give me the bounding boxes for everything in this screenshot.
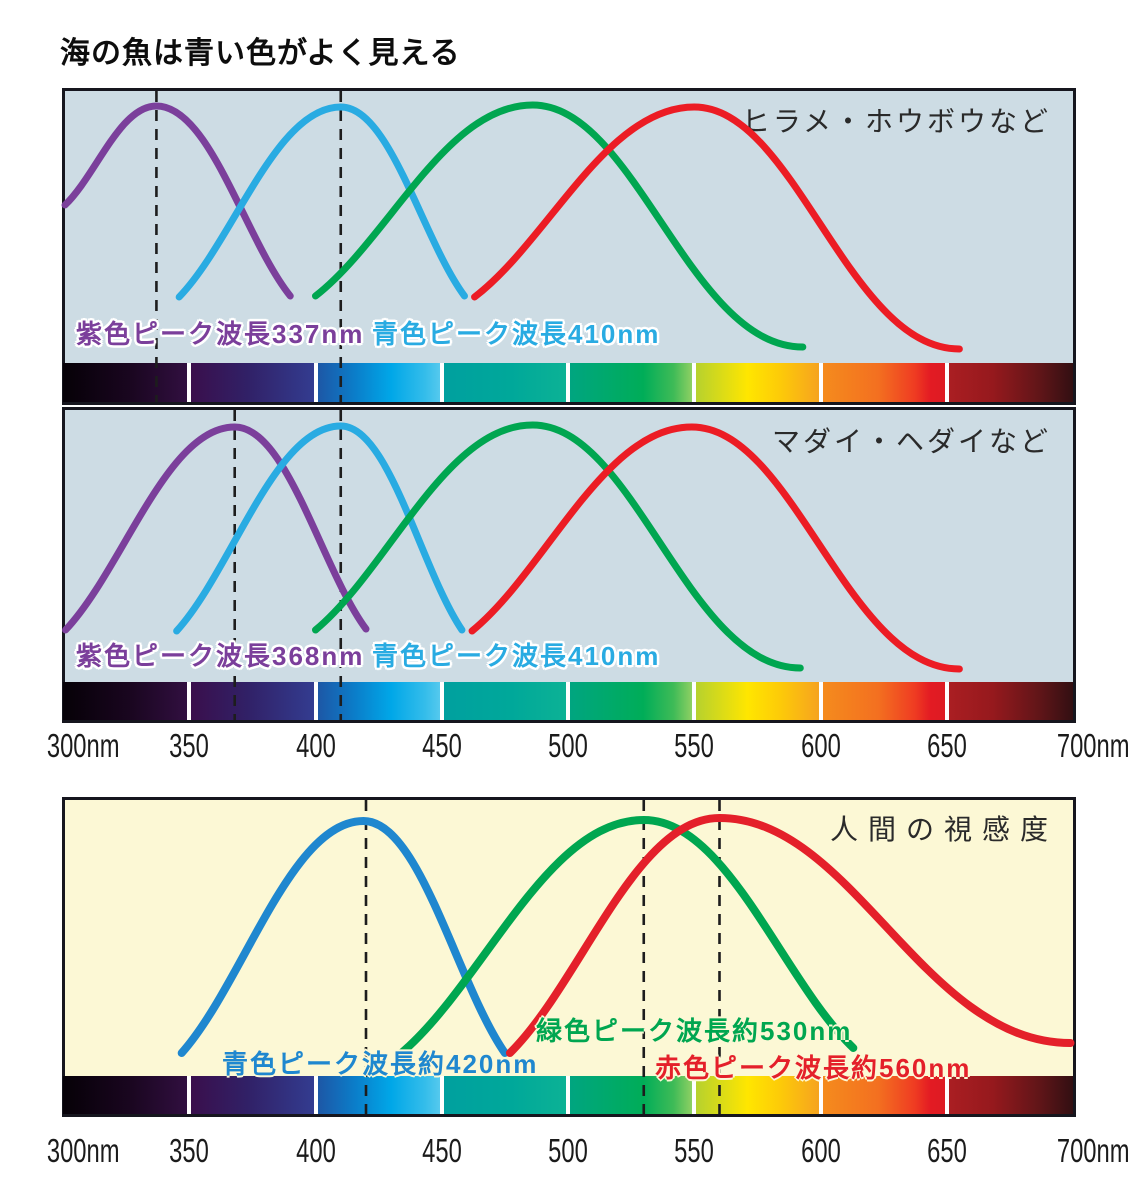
- axis-tick-500nm: 500: [540, 1132, 595, 1170]
- spectrum-segment-500-550: [570, 1076, 693, 1114]
- axis-tick-700nm: 700nm: [1043, 1132, 1136, 1170]
- spectrum-bar-3: [63, 1076, 1073, 1114]
- spectrum-segment-500-550: [570, 682, 693, 720]
- axis-tick-label: 650: [926, 727, 967, 764]
- spectrum-segment-600-650: [822, 363, 945, 402]
- axis-tick-label: 400: [295, 727, 336, 764]
- axis-tick-700nm: 700nm: [1043, 727, 1136, 765]
- axis-tick-label: 700nm: [1056, 727, 1130, 764]
- axis-tick-label: 500: [548, 1132, 588, 1169]
- spectrum-segment-400-450: [317, 1076, 440, 1114]
- spectrum-segment-350-400: [191, 682, 314, 720]
- spectrum-segment-550-600: [696, 363, 819, 402]
- axis-tick-label: 350: [169, 1132, 210, 1169]
- spectrum-segment-650-700: [948, 682, 1073, 720]
- axis-tick-300nm: 300nm: [33, 727, 134, 765]
- spectrum-segment-300-350: [63, 1076, 188, 1114]
- spectrum-segment-400-450: [317, 363, 440, 402]
- spectrum-segment-550-600: [696, 1076, 819, 1114]
- spectrum-bar-1: [63, 363, 1073, 402]
- spectrum-segment-600-650: [822, 1076, 945, 1114]
- axis-tick-label: 650: [926, 1132, 967, 1169]
- spectrum-segment-500-550: [570, 363, 693, 402]
- axis-tick-label: 600: [800, 727, 841, 764]
- axis-tick-400nm: 400: [288, 727, 343, 765]
- panel-fish-madai: マダイ・ヘダイなど: [62, 407, 1076, 723]
- spectrum-segment-600-650: [822, 682, 945, 720]
- axis-tick-350nm: 350: [162, 727, 217, 765]
- axis-tick-label: 550: [674, 727, 715, 764]
- spectrum-segment-300-350: [63, 363, 188, 402]
- axis-tick-650nm: 650: [919, 1132, 974, 1170]
- axis-tick-label: 300nm: [46, 727, 120, 764]
- axis-tick-label: 300nm: [46, 1132, 120, 1169]
- page-title: 海の魚は青い色がよく見える: [60, 37, 461, 70]
- axis-tick-350nm: 350: [162, 1132, 217, 1170]
- axis-tick-400nm: 400: [288, 1132, 343, 1170]
- spectrum-segment-400-450: [317, 682, 440, 720]
- axis-tick-550nm: 550: [667, 1132, 722, 1170]
- spectrum-segment-350-400: [191, 363, 314, 402]
- spectrum-segment-350-400: [191, 1076, 314, 1114]
- axis-tick-label: 550: [674, 1132, 715, 1169]
- spectrum-bar-2: [63, 682, 1073, 720]
- axis-tick-label: 700nm: [1056, 1132, 1130, 1169]
- axis-tick-600nm: 600: [793, 727, 848, 765]
- axis-tick-label: 450: [421, 1132, 462, 1169]
- axis-tick-500nm: 500: [540, 727, 595, 765]
- axis-tick-450nm: 450: [414, 727, 469, 765]
- spectrum-segment-550-600: [696, 682, 819, 720]
- wavelength-axis-middle: 300nm 350 400 450 500 550 600 650 700nm: [0, 727, 1136, 765]
- axis-tick-label: 400: [295, 1132, 336, 1169]
- axis-tick-label: 600: [800, 1132, 841, 1169]
- panel-fish-hirame: ヒラメ・ホウボウなど: [62, 88, 1076, 405]
- axis-tick-450nm: 450: [414, 1132, 469, 1170]
- axis-tick-600nm: 600: [793, 1132, 848, 1170]
- axis-tick-550nm: 550: [667, 727, 722, 765]
- panel-fish-hirame-title: ヒラメ・ホウボウなど: [741, 106, 1051, 137]
- wavelength-axis-bottom: 300nm 350 400 450 500 550 600 650 700nm: [0, 1132, 1136, 1170]
- axis-tick-300nm: 300nm: [33, 1132, 134, 1170]
- spectrum-segment-450-500: [443, 363, 566, 402]
- spectrum-segment-450-500: [443, 1076, 566, 1114]
- axis-tick-label: 500: [548, 727, 588, 764]
- spectrum-segment-650-700: [948, 1076, 1073, 1114]
- spectrum-segment-300-350: [63, 682, 188, 720]
- axis-tick-label: 350: [169, 727, 210, 764]
- spectrum-segment-650-700: [948, 363, 1073, 402]
- panel-fish-madai-title: マダイ・ヘダイなど: [771, 426, 1051, 457]
- panel-human: 人間の視感度: [62, 797, 1076, 1117]
- axis-tick-label: 450: [421, 727, 462, 764]
- axis-tick-650nm: 650: [919, 727, 974, 765]
- spectrum-segment-450-500: [443, 682, 566, 720]
- panel-human-title: 人間の視感度: [829, 814, 1058, 845]
